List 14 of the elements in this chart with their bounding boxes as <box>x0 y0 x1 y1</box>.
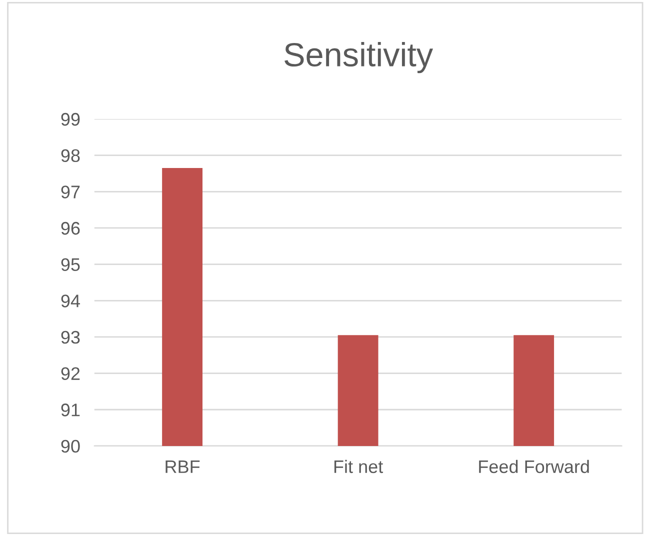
y-tick-label: 91 <box>61 404 80 416</box>
y-tick-label: 92 <box>61 367 80 380</box>
x-tick-label: Fit net <box>334 460 384 474</box>
y-tick-label: 97 <box>61 186 80 198</box>
x-tick-label: Feed Forward <box>479 460 589 474</box>
chart-title: Sensitivity <box>284 42 434 74</box>
y-tick-label: 95 <box>61 258 80 272</box>
x-tick-label: RBF <box>166 460 200 473</box>
y-tick-label: 98 <box>61 149 80 162</box>
y-tick-label: 93 <box>61 330 80 344</box>
y-tick-label: 90 <box>61 440 80 453</box>
y-tick-label: 94 <box>61 294 80 308</box>
y-tick-label: 99 <box>61 112 80 126</box>
y-tick-label: 96 <box>61 222 80 235</box>
